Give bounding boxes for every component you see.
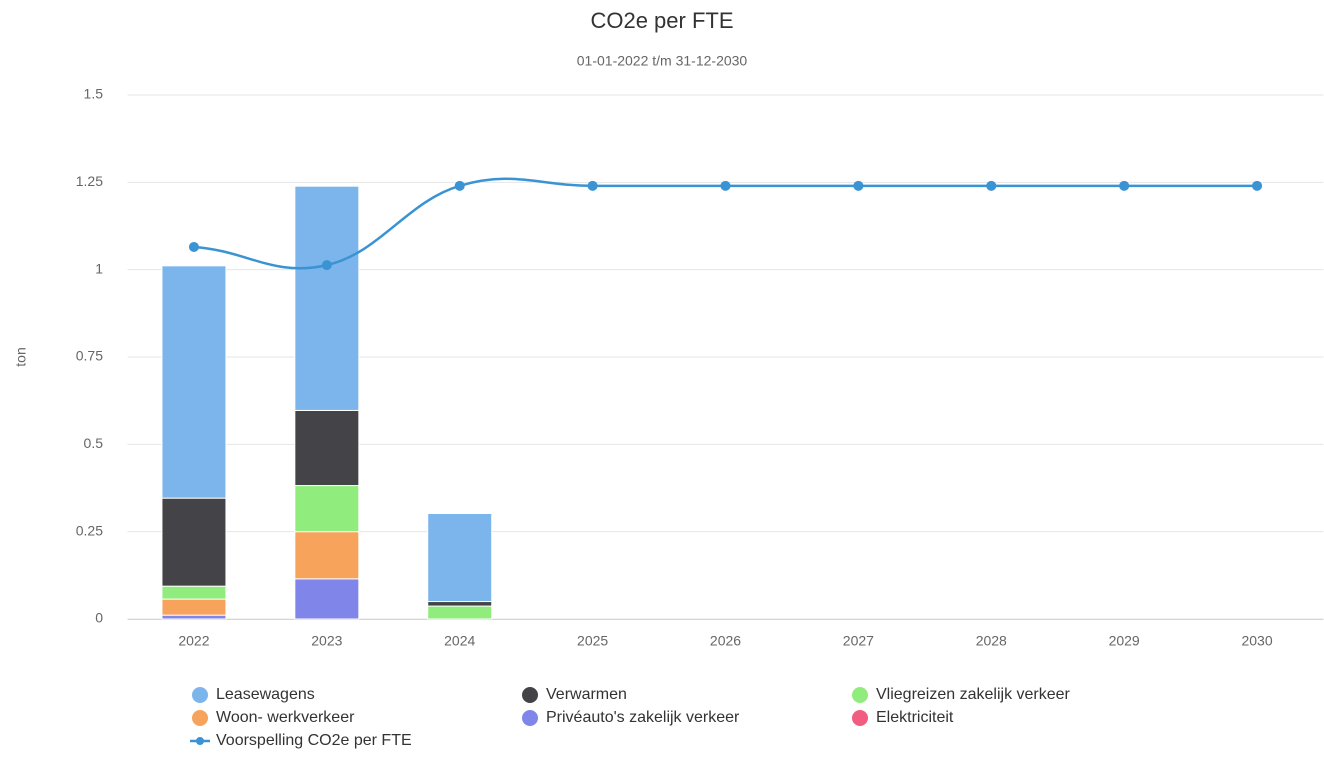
bar-segment <box>294 185 360 411</box>
line-point <box>454 180 465 191</box>
line-point <box>321 260 332 271</box>
legend-marker <box>852 687 868 703</box>
x-tick-label: 2027 <box>843 633 874 649</box>
legend-marker <box>522 687 538 703</box>
bar-segment <box>161 598 227 616</box>
bar-segment <box>294 578 360 620</box>
bar-segment <box>294 531 360 580</box>
x-tick-label: 2030 <box>1241 633 1272 649</box>
bar-segment <box>161 614 227 620</box>
y-tick-label: 0.25 <box>76 522 103 538</box>
line-point <box>720 180 731 191</box>
legend-label: Privéauto's zakelijk verkeer <box>546 709 740 726</box>
x-tick-label: 2029 <box>1109 633 1140 649</box>
bar-segment <box>161 585 227 600</box>
bar-segment <box>427 513 493 603</box>
legend-label: Voorspelling CO2e per FTE <box>216 732 412 749</box>
legend-marker <box>192 687 208 703</box>
bar-segment <box>161 265 227 499</box>
line-point <box>986 180 997 191</box>
legend-marker <box>522 710 538 726</box>
line-point <box>587 180 598 191</box>
line-point <box>188 241 199 252</box>
bar-segment <box>294 409 360 487</box>
x-tick-label: 2022 <box>178 633 209 649</box>
y-axis-label: ton <box>13 347 29 366</box>
line-point <box>1119 180 1130 191</box>
x-tick-label: 2025 <box>577 633 608 649</box>
y-tick-label: 0.5 <box>84 435 104 451</box>
legend-marker <box>192 710 208 726</box>
legend-label: Verwarmen <box>546 686 627 703</box>
x-tick-label: 2024 <box>444 633 475 649</box>
legend-marker <box>196 737 204 745</box>
bar-segment <box>294 485 360 533</box>
legend-label: Elektriciteit <box>876 709 954 726</box>
y-tick-label: 1 <box>95 260 103 276</box>
y-tick-label: 1.25 <box>76 173 103 189</box>
legend-label: Woon- werkverkeer <box>216 709 355 726</box>
legend-label: Leasewagens <box>216 686 315 703</box>
x-tick-label: 2026 <box>710 633 741 649</box>
line-point <box>853 180 864 191</box>
bar-segment <box>161 497 227 587</box>
legend-marker <box>852 710 868 726</box>
bar-segment <box>427 601 493 607</box>
y-tick-label: 0 <box>95 610 103 626</box>
x-tick-label: 2028 <box>976 633 1007 649</box>
y-tick-label: 1.5 <box>84 86 104 102</box>
legend-label: Vliegreizen zakelijk verkeer <box>876 686 1071 703</box>
x-tick-label: 2023 <box>311 633 342 649</box>
line-point <box>1252 180 1263 191</box>
y-tick-label: 0.75 <box>76 348 103 364</box>
chart-title: CO2e per FTE <box>590 8 733 33</box>
bar-segment <box>427 605 493 620</box>
chart-subtitle: 01-01-2022 t/m 31-12-2030 <box>577 53 748 69</box>
